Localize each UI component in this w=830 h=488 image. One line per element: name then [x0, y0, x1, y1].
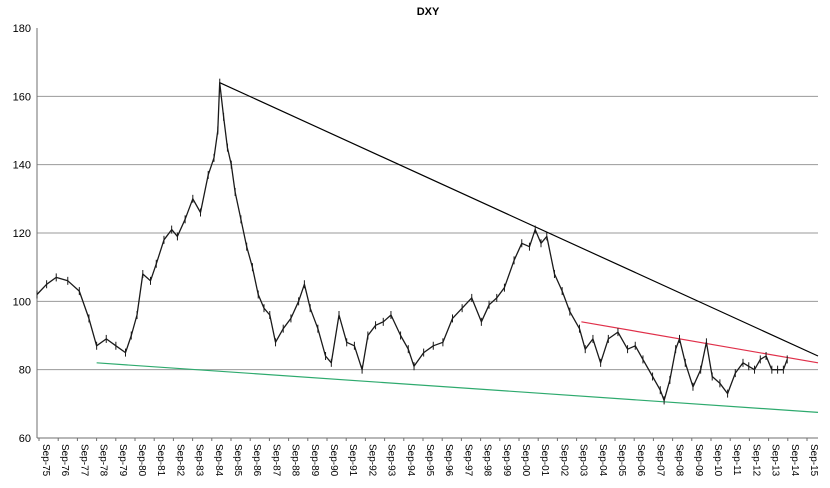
x-tick-label: Sep-84	[213, 444, 224, 477]
x-tick-label: Sep-80	[136, 444, 147, 477]
y-tick-label: 140	[13, 160, 31, 172]
x-tick-label: Sep-99	[501, 444, 512, 477]
x-tick-label: Sep-91	[347, 444, 358, 477]
x-tick-label: Sep-89	[309, 444, 320, 477]
x-tick-label: Sep-02	[558, 444, 569, 477]
dxy-series	[36, 78, 788, 405]
x-tick-label: Sep-00	[520, 444, 531, 477]
y-tick-label: 80	[19, 365, 31, 377]
gridlines	[37, 95, 818, 371]
x-tick-label: Sep-15	[808, 444, 819, 477]
x-tick-label: Sep-79	[117, 444, 128, 477]
x-tick-label: Sep-07	[654, 444, 665, 477]
x-tick-label: Sep-93	[386, 444, 397, 477]
x-tick-label: Sep-82	[174, 444, 185, 477]
x-tick-label: Sep-86	[251, 444, 262, 477]
x-tick-label: Sep-09	[693, 444, 704, 477]
x-tick-label: Sep-96	[443, 444, 454, 477]
y-tick-label: 60	[19, 433, 31, 445]
x-axis-ticks: Sep-75 Sep-76 Sep-77 Sep-78 Sep-79 Sep-80 Sep-…	[38, 438, 819, 477]
x-tick-label: Sep-83	[194, 444, 205, 477]
y-tick-label: 120	[13, 228, 31, 240]
x-tick-label: Sep-95	[424, 444, 435, 477]
x-tick-label: Sep-76	[59, 444, 70, 477]
x-tick-label: Sep-01	[539, 444, 550, 477]
x-tick-label: Sep-85	[232, 444, 243, 477]
x-tick-label: Sep-78	[98, 444, 109, 477]
x-tick-label: Sep-05	[616, 444, 627, 477]
x-tick-label: Sep-11	[731, 444, 742, 476]
y-tick-label: 100	[13, 296, 31, 308]
x-tick-label: Sep-04	[597, 444, 608, 477]
trendline	[219, 82, 819, 357]
x-tick-label: Sep-13	[770, 444, 781, 477]
x-tick-label: Sep-88	[290, 444, 301, 477]
x-tick-label: Sep-10	[712, 444, 723, 477]
trendlines	[96, 82, 819, 413]
x-tick-label: Sep-12	[750, 444, 761, 477]
trendline	[581, 321, 819, 364]
chart-title: DXY	[417, 6, 440, 18]
x-tick-label: Sep-98	[482, 444, 493, 477]
x-tick-label: Sep-06	[635, 444, 646, 477]
x-tick-label: Sep-77	[78, 444, 89, 477]
y-tick-label: 160	[13, 91, 31, 103]
x-tick-label: Sep-75	[40, 444, 51, 477]
y-axis-ticks: 60 80 100 120 140 160 180	[13, 23, 31, 445]
y-tick-label: 180	[13, 23, 31, 35]
x-tick-label: Sep-08	[674, 444, 685, 477]
x-tick-label: Sep-97	[462, 444, 473, 477]
x-tick-label: Sep-92	[366, 444, 377, 477]
trendline	[96, 362, 819, 413]
x-tick-label: Sep-14	[789, 444, 800, 477]
x-tick-label: Sep-87	[270, 444, 281, 477]
x-tick-label: Sep-03	[578, 444, 589, 477]
x-tick-label: Sep-81	[155, 444, 166, 477]
x-tick-label: Sep-90	[328, 444, 339, 477]
series-line	[36, 82, 788, 402]
axes	[36, 28, 818, 439]
x-tick-label: Sep-94	[405, 444, 416, 477]
